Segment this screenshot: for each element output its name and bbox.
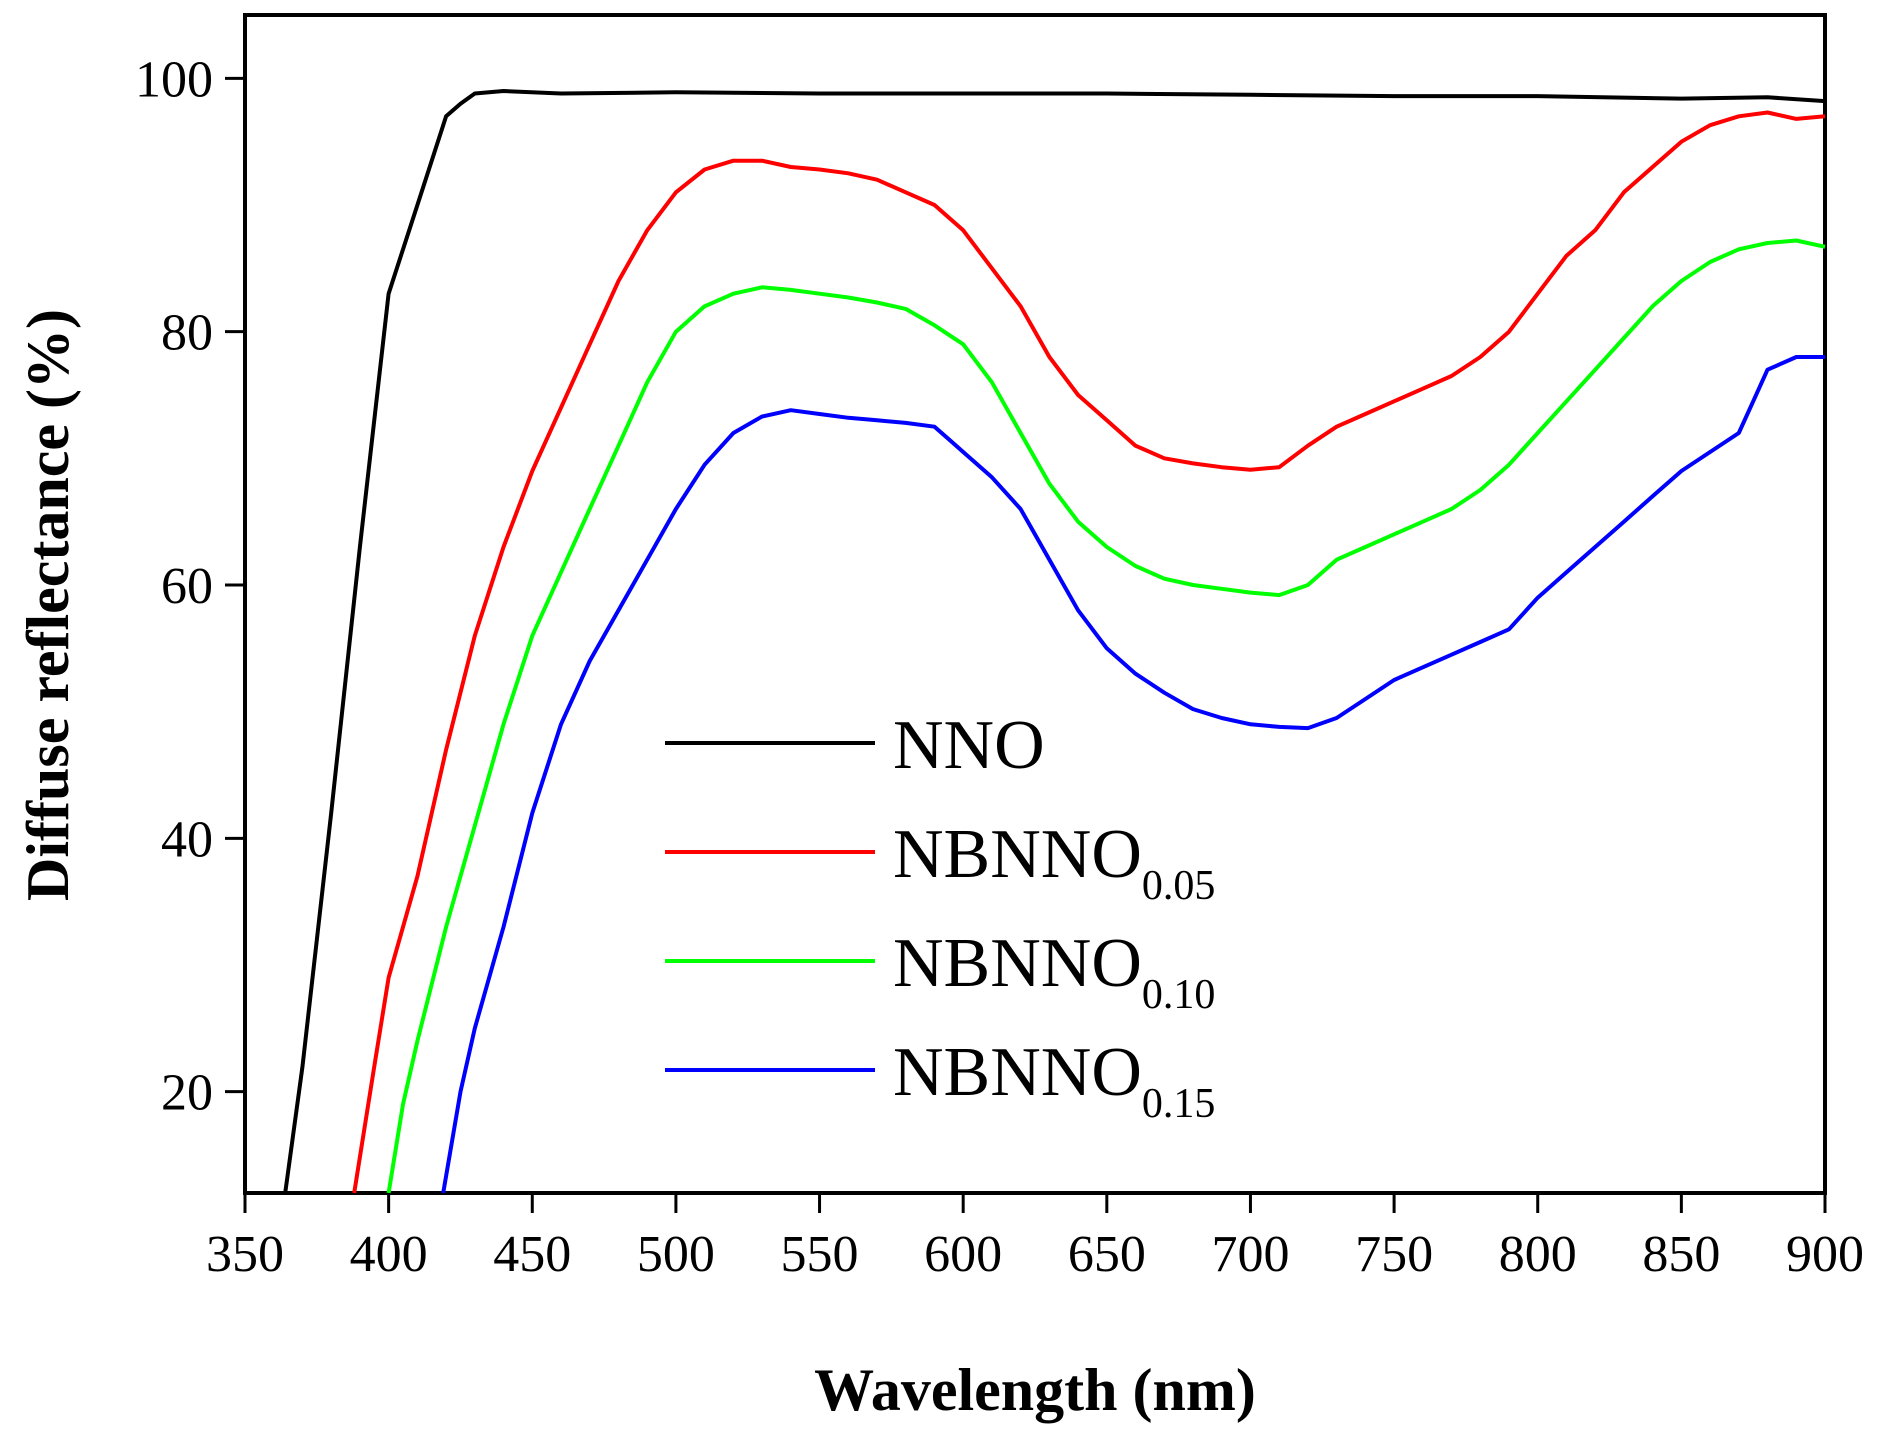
legend-entry-2: NBNNO0.10 <box>893 925 1215 1018</box>
x-tick-label: 900 <box>1786 1226 1864 1283</box>
series-line-0 <box>283 89 1826 1194</box>
y-tick-label: 40 <box>161 811 213 868</box>
legend-subscript: 0.10 <box>1142 972 1216 1018</box>
y-axis-title: Diffuse reflectance (%) <box>15 309 81 901</box>
x-tick-label: 400 <box>350 1226 428 1283</box>
x-tick-label: 600 <box>924 1226 1002 1283</box>
y-tick-label: 100 <box>135 51 213 108</box>
y-tick-label: 60 <box>161 558 213 615</box>
legend-label: NBNNO <box>893 1034 1142 1111</box>
legend-label: NBNNO <box>893 925 1142 1002</box>
x-tick-label: 450 <box>493 1226 571 1283</box>
series-layer <box>283 89 1826 1194</box>
y-tick-label: 20 <box>161 1065 213 1122</box>
y-tick-label: 80 <box>161 305 213 362</box>
legend-entry-1: NBNNO0.05 <box>893 816 1215 909</box>
series-line-2 <box>386 238 1826 1194</box>
x-axis-title: Wavelength (nm) <box>814 1357 1256 1423</box>
x-tick-label: 650 <box>1068 1226 1146 1283</box>
legend-label: NNO <box>893 707 1045 784</box>
legend-entry-3: NBNNO0.15 <box>893 1034 1215 1127</box>
x-tick-label: 800 <box>1499 1226 1577 1283</box>
series-line-1 <box>352 110 1826 1194</box>
legend-entry-0: NNO <box>893 707 1045 784</box>
x-tick-label: 500 <box>637 1226 715 1283</box>
ticks-layer: 350 400 450 500 550 600 650 700 750 800 850 900 20 40… <box>135 51 1864 1283</box>
legend-label: NBNNO <box>893 816 1142 893</box>
x-tick-label: 750 <box>1355 1226 1433 1283</box>
plot-frame <box>243 13 1827 1195</box>
x-tick-label: 850 <box>1642 1226 1720 1283</box>
x-tick-label: 550 <box>781 1226 859 1283</box>
legend-subscript: 0.05 <box>1142 863 1216 909</box>
x-tick-label: 350 <box>206 1226 284 1283</box>
x-tick-label: 700 <box>1211 1226 1289 1283</box>
series-line-3 <box>441 355 1825 1194</box>
legend-subscript: 0.15 <box>1142 1081 1216 1127</box>
